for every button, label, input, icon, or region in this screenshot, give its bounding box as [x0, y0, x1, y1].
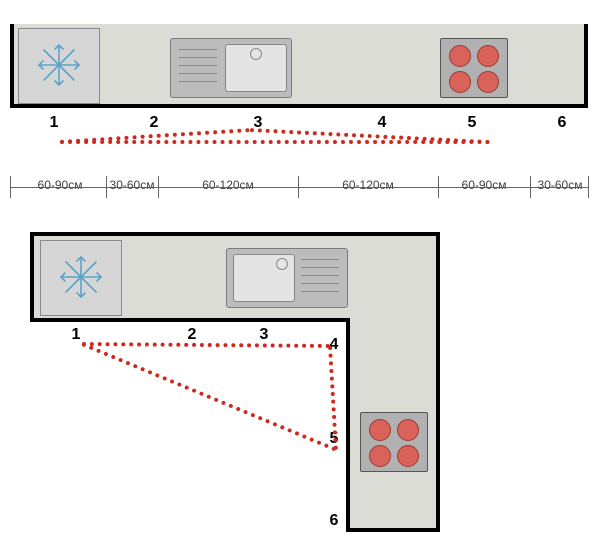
- dimension-label: 60-90см: [18, 178, 102, 192]
- dimension-tick: [530, 176, 531, 198]
- dimension-label: 30-60см: [108, 178, 156, 192]
- work-triangle-edge: [82, 342, 330, 348]
- bottom-sink: [226, 248, 348, 308]
- top-counter-border-left: [10, 24, 14, 108]
- bottom-border-top: [30, 232, 440, 236]
- zone-number: 1: [46, 114, 62, 132]
- top-counter-border-bottom: [10, 104, 588, 108]
- sink-basin-icon: [225, 44, 287, 92]
- zone-number: 6: [326, 512, 342, 530]
- zone-number: 2: [184, 326, 200, 344]
- sink-drain-icon: [276, 258, 288, 270]
- burner-icon: [397, 419, 419, 441]
- snowflake-icon: [59, 255, 103, 299]
- bottom-counter-fill-v: [346, 232, 440, 532]
- zone-number: 2: [146, 114, 162, 132]
- sink-drain-icon: [250, 48, 262, 60]
- zone-number: 6: [554, 114, 570, 132]
- dimension-label: 30-60см: [534, 178, 586, 192]
- sink-drainboard-icon: [297, 257, 343, 299]
- sink-basin-icon: [233, 254, 295, 302]
- bottom-border-left: [30, 232, 34, 322]
- zone-number: 4: [374, 114, 390, 132]
- dimension-label: 60-120см: [302, 178, 434, 192]
- zone-number: 3: [256, 326, 272, 344]
- dimension-label: 60-120см: [162, 178, 294, 192]
- bottom-stove: [360, 412, 428, 472]
- top-sink: [170, 38, 292, 98]
- burner-icon: [449, 45, 471, 67]
- bottom-border-right: [436, 232, 440, 532]
- top-stove: [440, 38, 508, 98]
- work-triangle-edge: [81, 342, 336, 451]
- dimension-label: 60-90см: [442, 178, 526, 192]
- dimension-tick: [106, 176, 107, 198]
- top-fridge: [18, 28, 100, 104]
- dimension-tick: [298, 176, 299, 198]
- burner-icon: [397, 445, 419, 467]
- snowflake-icon: [37, 43, 81, 87]
- kitchen-diagram-canvas: 1 2 3 4 5 6 60-90см 30-60см 60-120см 60-…: [0, 0, 600, 555]
- burner-icon: [477, 71, 499, 93]
- sink-drainboard-icon: [175, 47, 221, 89]
- work-triangle-edge: [60, 140, 490, 144]
- burner-icon: [449, 71, 471, 93]
- bottom-border-bottom-short: [30, 318, 350, 322]
- dimension-tick: [588, 176, 589, 198]
- burner-icon: [369, 419, 391, 441]
- zone-number: 5: [464, 114, 480, 132]
- top-counter-border-right: [584, 24, 588, 108]
- bottom-border-bottom-end: [346, 528, 440, 532]
- burner-icon: [477, 45, 499, 67]
- bottom-border-inner-vert: [346, 318, 350, 532]
- bottom-fridge: [40, 240, 122, 316]
- burner-icon: [369, 445, 391, 467]
- dimension-tick: [438, 176, 439, 198]
- dimension-tick: [158, 176, 159, 198]
- dimension-tick: [10, 176, 11, 198]
